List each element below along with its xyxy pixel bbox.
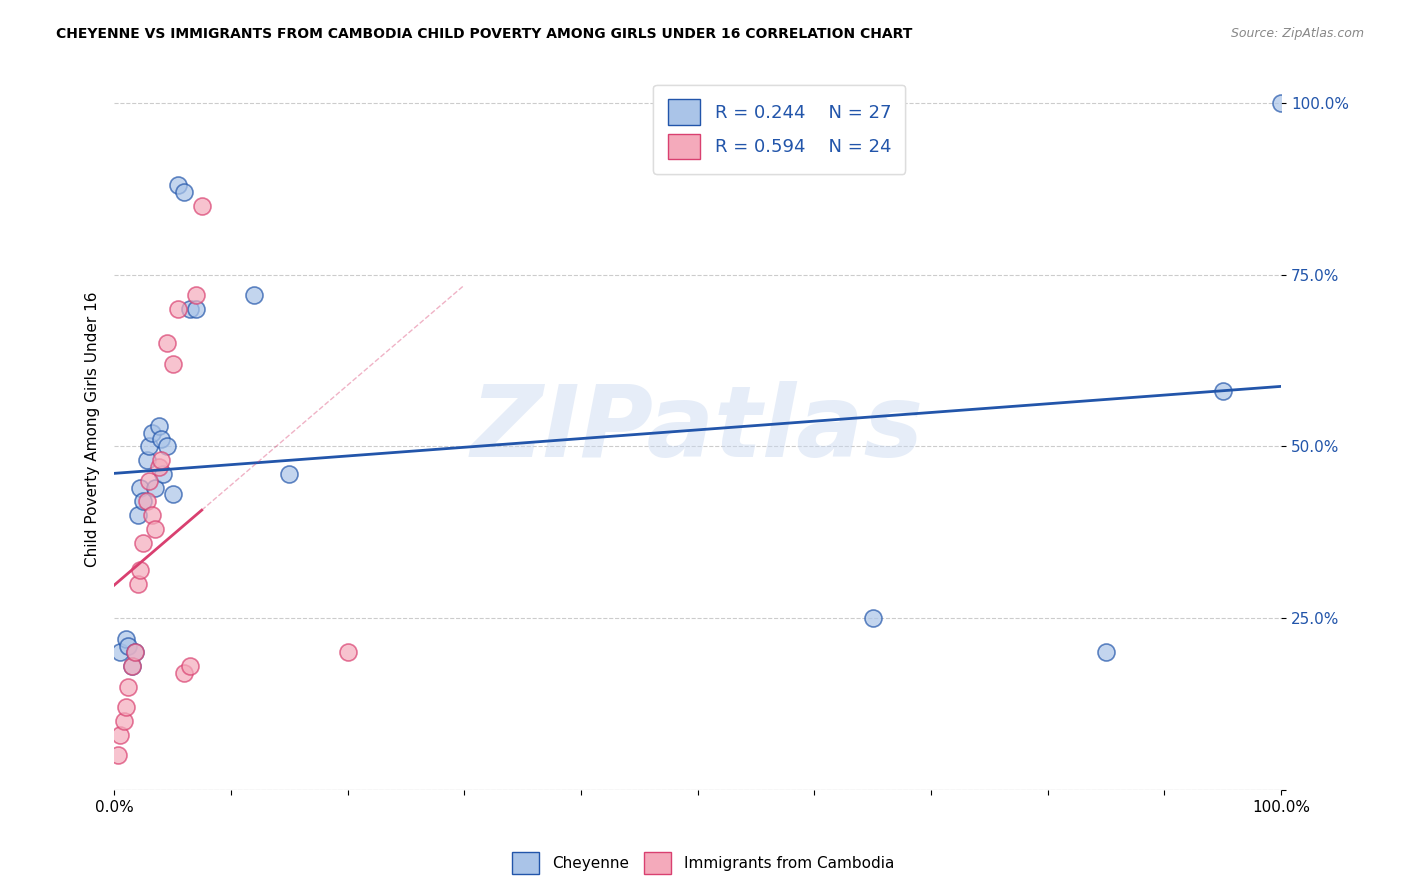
Point (278, 467, 301, 481)
Point (107, 748, 129, 763)
Point (336, 645, 359, 659)
Point (135, 494, 157, 508)
Point (128, 481, 150, 495)
Point (121, 659, 143, 673)
Point (128, 563, 150, 577)
Legend: Cheyenne, Immigrants from Cambodia: Cheyenne, Immigrants from Cambodia (506, 846, 900, 880)
Point (184, 301, 207, 316)
Point (138, 474, 160, 488)
Point (117, 680, 139, 694)
Point (115, 700, 138, 714)
Point (124, 645, 146, 659)
Point (127, 508, 149, 522)
Point (149, 433, 172, 447)
Point (1270, 95, 1292, 110)
Point (121, 659, 143, 673)
Text: ZIPatlas: ZIPatlas (471, 381, 924, 478)
Point (108, 645, 131, 659)
Point (173, 666, 195, 681)
Point (152, 467, 174, 481)
Point (173, 185, 195, 199)
Point (149, 453, 172, 467)
Point (148, 418, 170, 433)
Point (148, 460, 170, 475)
Point (167, 301, 190, 316)
Point (1212, 384, 1234, 399)
Legend: R = 0.244    N = 27, R = 0.594    N = 24: R = 0.244 N = 27, R = 0.594 N = 24 (654, 85, 905, 174)
Point (124, 645, 146, 659)
Point (162, 357, 184, 371)
Point (862, 611, 884, 625)
Point (135, 453, 157, 467)
Point (115, 632, 138, 646)
Point (143, 481, 166, 495)
Point (127, 576, 149, 591)
Point (179, 301, 201, 316)
Y-axis label: Child Poverty Among Girls Under 16: Child Poverty Among Girls Under 16 (86, 292, 100, 567)
Point (112, 714, 135, 728)
Point (117, 639, 139, 653)
Point (1095, 645, 1118, 659)
Point (132, 535, 155, 549)
Point (141, 508, 163, 522)
Point (132, 494, 155, 508)
Point (190, 199, 212, 213)
Point (108, 728, 131, 742)
Point (167, 178, 190, 193)
Text: CHEYENNE VS IMMIGRANTS FROM CAMBODIA CHILD POVERTY AMONG GIRLS UNDER 16 CORRELAT: CHEYENNE VS IMMIGRANTS FROM CAMBODIA CHI… (56, 27, 912, 41)
Point (156, 336, 179, 351)
Point (179, 659, 201, 673)
Point (138, 439, 160, 453)
Point (141, 425, 163, 440)
Point (156, 439, 179, 453)
Point (243, 288, 266, 302)
Text: Source: ZipAtlas.com: Source: ZipAtlas.com (1230, 27, 1364, 40)
Point (184, 288, 207, 302)
Point (143, 522, 166, 536)
Point (162, 487, 184, 501)
